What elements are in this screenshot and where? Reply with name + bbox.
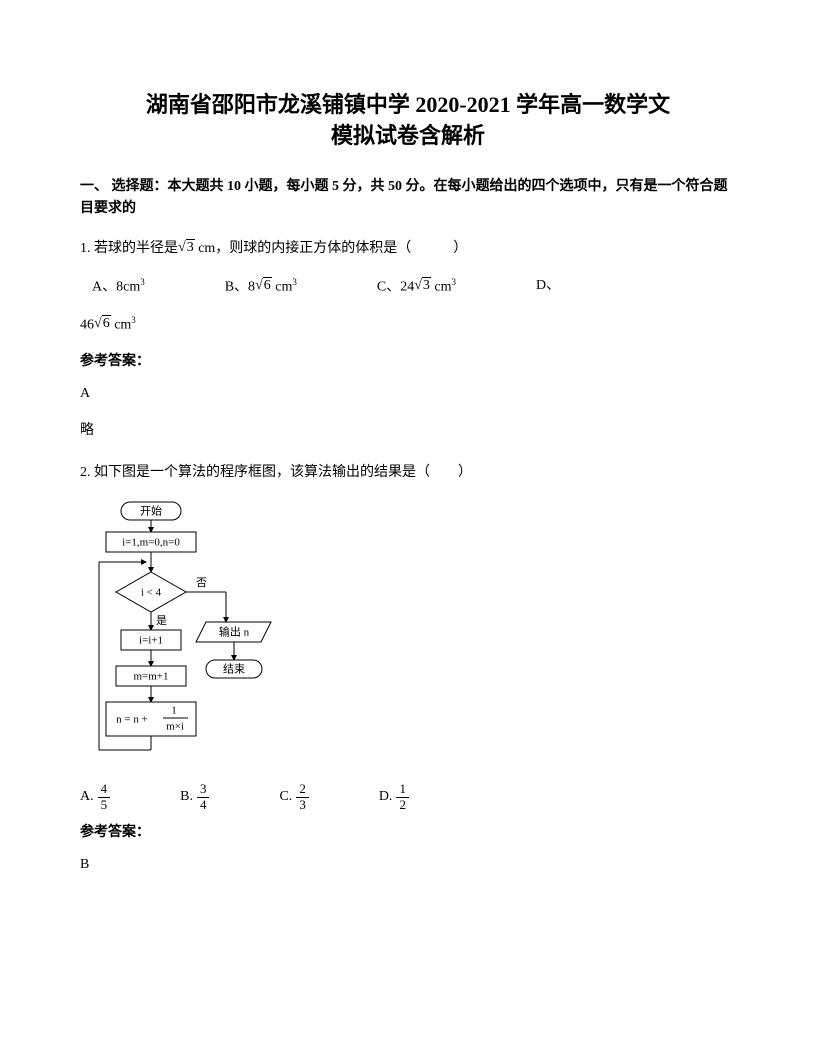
q2-option-c: C. 23 — [279, 782, 308, 812]
answer-label: 参考答案： — [80, 822, 736, 844]
q1-option-c: C、24 3 cm3 — [377, 275, 456, 299]
cube-sup: 3 — [140, 277, 145, 287]
num: 1 — [396, 782, 409, 797]
frac-d: 12 — [396, 782, 409, 812]
frac-b: 34 — [197, 782, 210, 812]
num: 3 — [197, 782, 210, 797]
opt-b-unit: cm — [272, 279, 293, 294]
question-2: 2. 如下图是一个算法的程序框图，该算法输出的结果是（ ） 开始 i=1,m=0… — [80, 462, 736, 877]
q2-options: A. 45 B. 34 C. 23 D. 12 — [80, 782, 736, 812]
q2-answer: B — [80, 854, 736, 876]
q2-option-b: B. 34 — [180, 782, 209, 812]
fc-step1: i=i+1 — [139, 635, 163, 647]
q2-option-d: D. 12 — [379, 782, 409, 812]
cont-pre: 46 — [80, 317, 94, 332]
q1-text-b: cm，则球的内接正方体的体积是（ ） — [195, 241, 468, 256]
opt-c-pre: C、24 — [377, 279, 414, 294]
title-line-2: 模拟试卷含解析 — [331, 123, 485, 148]
cube-sup: 3 — [131, 315, 136, 325]
sqrt-icon: 6 — [94, 313, 111, 335]
q1-option-a: A、8cm3 — [92, 275, 145, 299]
opt-b-label: B. — [180, 786, 193, 808]
num: 2 — [296, 782, 309, 797]
opt-c-label: C. — [279, 786, 292, 808]
q2-text: 2. 如下图是一个算法的程序框图，该算法输出的结果是（ ） — [80, 462, 736, 484]
cont-unit: cm — [111, 317, 132, 332]
frac-c: 23 — [296, 782, 309, 812]
q1-sqrt1: 3 — [186, 239, 195, 255]
q1-answer: A — [80, 383, 736, 405]
den: 4 — [197, 798, 210, 812]
flowchart-diagram: 开始 i=1,m=0,n=0 i < 4 否 输出 n 结束 是 — [96, 498, 306, 768]
fc-cond: i < 4 — [141, 587, 162, 599]
question-1: 1. 若球的半径是3 cm，则球的内接正方体的体积是（ ） A、8cm3 B、8… — [80, 238, 736, 442]
sqrt-icon: 3 — [178, 237, 195, 259]
fc-step3a: n = n + — [116, 714, 148, 726]
cube-sup: 3 — [292, 277, 297, 287]
title-line-1: 湖南省邵阳市龙溪铺镇中学 2020-2021 学年高一数学文 — [146, 92, 670, 117]
cont-sqrt: 6 — [102, 315, 111, 331]
frac-a: 45 — [98, 782, 111, 812]
den: 3 — [296, 798, 309, 812]
opt-a-label: A. — [80, 786, 94, 808]
q1-text: 1. 若球的半径是 3 cm，则球的内接正方体的体积是（ ） — [80, 238, 736, 260]
den: 2 — [396, 798, 409, 812]
fc-no: 否 — [196, 577, 207, 589]
opt-d-label: D. — [379, 786, 393, 808]
opt-b-sqrt: 6 — [263, 277, 272, 293]
page-title: 湖南省邵阳市龙溪铺镇中学 2020-2021 学年高一数学文 模拟试卷含解析 — [80, 90, 736, 152]
q1-options: A、8cm3 B、86 cm3 C、243 cm3 D、 — [80, 275, 736, 299]
fc-step3-num: 1 — [171, 705, 177, 717]
section-header: 一、 选择题：本大题共 10 小题，每小题 5 分，共 50 分。在每小题给出的… — [80, 176, 736, 221]
fc-step2: m=m+1 — [133, 671, 168, 683]
q1-option-d: D、 — [536, 275, 560, 299]
cube-sup: 3 — [452, 277, 457, 287]
q1-detail: 略 — [80, 420, 736, 442]
fc-end: 结束 — [223, 663, 245, 676]
q1-text-a: 1. 若球的半径是 — [80, 241, 178, 256]
q1-option-d-cont: 46 6 cm3 — [80, 313, 736, 337]
fc-start: 开始 — [140, 504, 162, 518]
opt-a-text: A、8cm — [92, 279, 140, 294]
opt-c-unit: cm — [431, 279, 452, 294]
sqrt-icon: 3 — [414, 275, 431, 297]
fc-step3-den: m×i — [166, 721, 184, 733]
fc-output: 输出 n — [219, 625, 250, 639]
opt-b-pre: B、8 — [225, 279, 255, 294]
den: 5 — [98, 798, 111, 812]
opt-c-sqrt: 3 — [422, 277, 431, 293]
num: 4 — [98, 782, 111, 797]
sqrt-icon: 6 — [255, 275, 272, 297]
answer-label: 参考答案： — [80, 351, 736, 373]
fc-init: i=1,m=0,n=0 — [122, 537, 180, 549]
fc-yes: 是 — [156, 614, 167, 627]
q1-option-b: B、8 6 cm3 — [225, 275, 297, 299]
q2-option-a: A. 45 — [80, 782, 110, 812]
